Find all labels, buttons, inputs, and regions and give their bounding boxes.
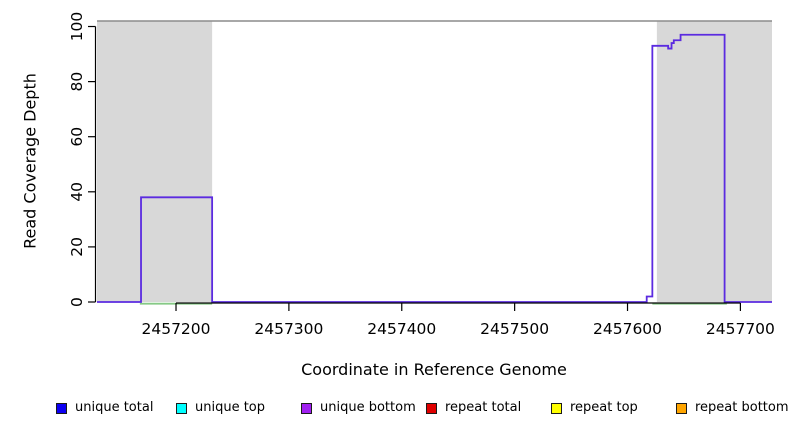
- legend-label: repeat bottom: [695, 400, 789, 415]
- legend: unique total unique top unique bottom repea…: [0, 399, 792, 421]
- x-tick-label: 2457500: [480, 320, 549, 338]
- y-tick-label: 20: [68, 237, 86, 257]
- legend-label: unique total: [75, 400, 154, 415]
- y-tick-label: 80: [68, 72, 86, 92]
- x-tick-label: 2457600: [593, 320, 662, 338]
- legend-swatch-icon: [426, 402, 437, 414]
- legend-item-unique-bottom: unique bottom: [301, 399, 416, 417]
- legend-item-unique-top: unique top: [176, 399, 265, 417]
- y-tick-label: 100: [68, 12, 86, 42]
- y-tick-label: 40: [68, 182, 86, 202]
- legend-item-repeat-top: repeat top: [551, 399, 638, 417]
- x-tick-label: 2457400: [367, 320, 436, 338]
- legend-label: repeat top: [570, 400, 638, 415]
- legend-swatch-icon: [676, 402, 687, 414]
- legend-item-repeat-bottom: repeat bottom: [676, 399, 789, 417]
- legend-label: unique top: [195, 400, 266, 415]
- legend-item-repeat-total: repeat total: [426, 399, 521, 417]
- legend-swatch-icon: [301, 402, 312, 414]
- x-tick-label: 2457300: [254, 320, 323, 338]
- y-tick-label: 60: [68, 127, 86, 147]
- coverage-line: [97, 33, 772, 303]
- y-axis-title: Read Coverage Depth: [20, 73, 40, 249]
- legend-swatch-icon: [176, 402, 187, 414]
- x-tick-label: 2457700: [706, 320, 775, 338]
- shaded-region-left: [97, 21, 213, 302]
- shaded-region-right: [656, 21, 772, 302]
- legend-label: repeat total: [445, 400, 522, 415]
- legend-swatch-icon: [551, 402, 562, 414]
- legend-label: unique bottom: [320, 400, 416, 415]
- legend-swatch-icon: [56, 402, 67, 414]
- x-tick-label: 2457200: [141, 320, 210, 338]
- legend-item-unique-total: unique total: [56, 399, 153, 417]
- x-axis-title: Coordinate in Reference Genome: [301, 360, 567, 379]
- y-tick-label: 0: [68, 297, 86, 307]
